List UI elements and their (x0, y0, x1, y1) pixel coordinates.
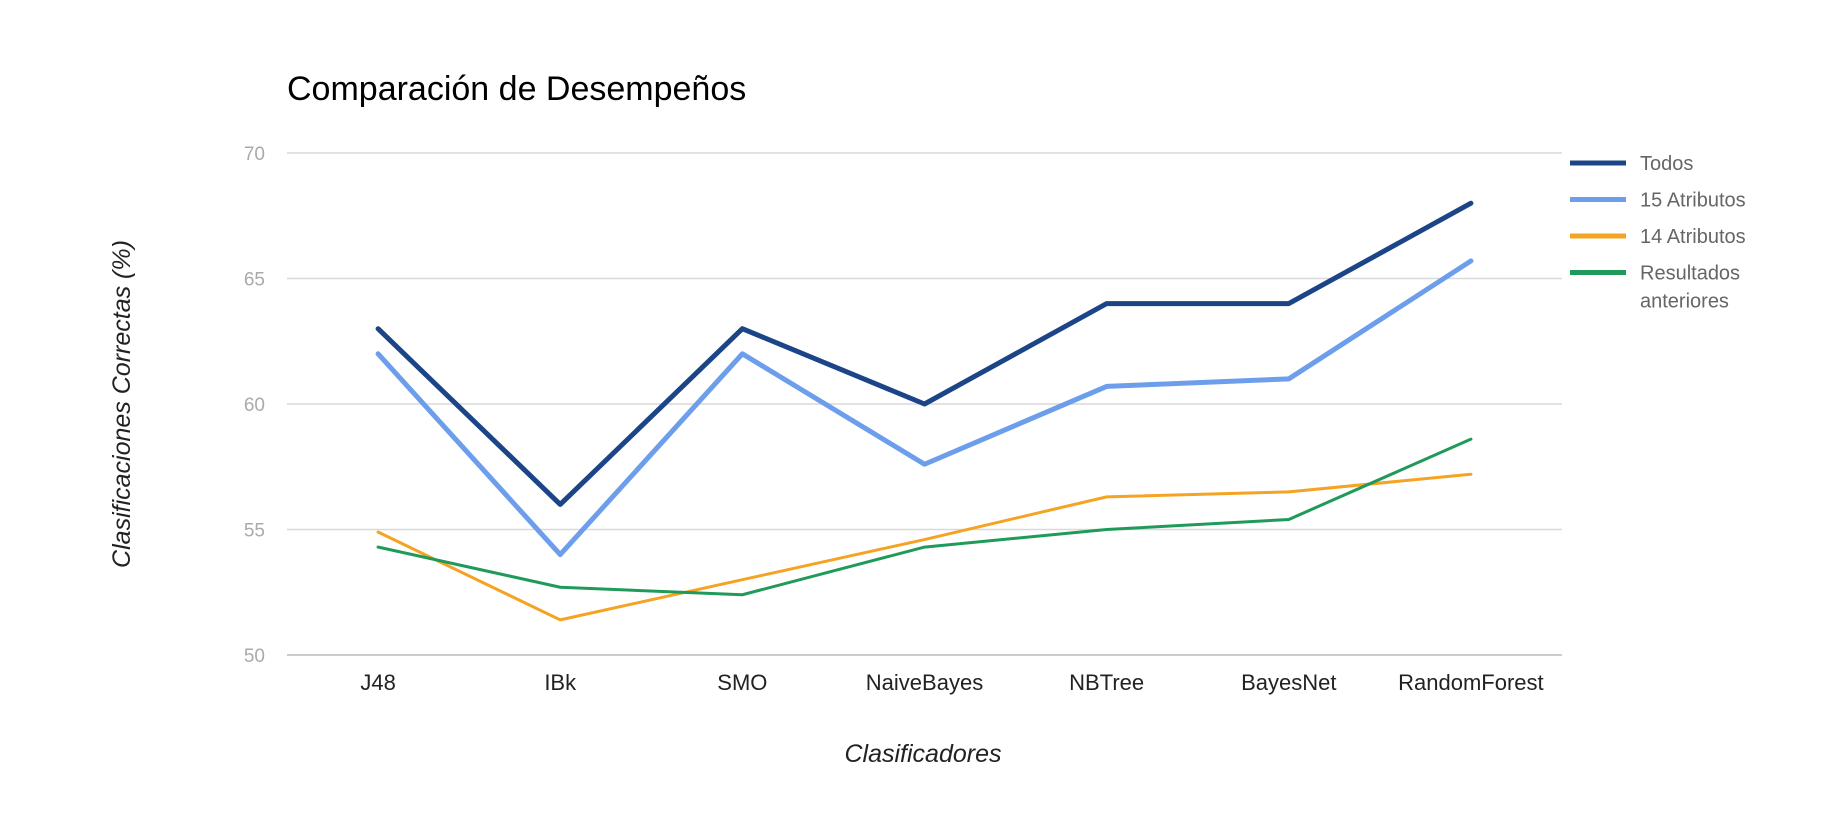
x-tick-label: J48 (360, 670, 395, 695)
legend-label: Todos (1640, 153, 1693, 175)
y-tick-label: 65 (244, 270, 265, 291)
series-line-3 (376, 437, 1473, 597)
series-line-1 (375, 258, 1474, 558)
y-tick-label: 70 (244, 144, 265, 165)
x-tick-label: IBk (544, 670, 577, 695)
y-tick-label: 50 (244, 646, 265, 667)
y-tick-label: 60 (244, 395, 265, 416)
x-tick-label: BayesNet (1241, 670, 1336, 695)
series-lines (375, 200, 1474, 622)
legend-label: anteriores (1640, 291, 1729, 313)
x-tick-label: NaiveBayes (866, 670, 983, 695)
y-tick-label: 55 (244, 521, 265, 542)
y-axis-label: Clasificaciones Correctas (%) (108, 240, 136, 568)
x-axis-label: Clasificadores (844, 740, 1001, 768)
x-tick-labels: J48 IBk SMO NaiveBayes NBTree BayesNet RandomF… (360, 670, 1543, 695)
legend-label: 15 Atributos (1640, 190, 1746, 212)
legend: Todos 15 Atributos 14 Atributos Resultados a… (1570, 153, 1746, 313)
series-line-2 (376, 472, 1473, 622)
y-tick-labels: 50 55 60 65 70 (244, 144, 265, 667)
legend-label: Resultados (1640, 263, 1740, 285)
x-tick-label: NBTree (1069, 670, 1144, 695)
series-line-0 (375, 200, 1474, 507)
x-tick-label: SMO (717, 670, 767, 695)
chart-title: Comparación de Desempeños (287, 70, 746, 108)
x-tick-label: RandomForest (1398, 670, 1544, 695)
legend-label: 14 Atributos (1640, 226, 1746, 248)
